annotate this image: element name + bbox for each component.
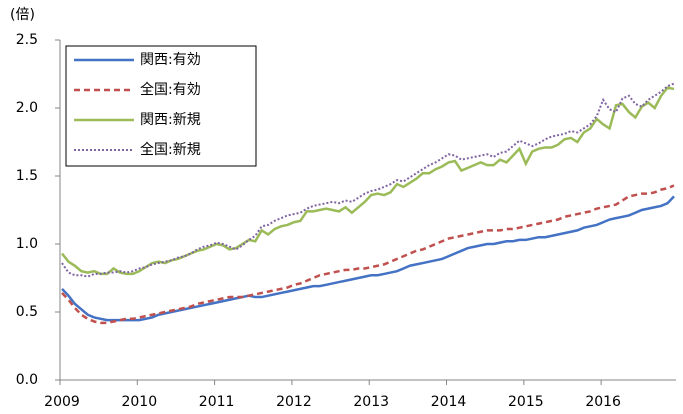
y-tick-label: 2.0 (16, 100, 38, 116)
legend-label: 全国:新規 (140, 141, 201, 158)
x-tick-label: 2012 (276, 394, 312, 410)
legend-label: 関西:新規 (140, 112, 201, 128)
y-tick-label: 0.5 (16, 304, 38, 320)
y-tick-label: 1.5 (16, 168, 38, 184)
x-tick-label: 2016 (585, 394, 621, 410)
x-tick-label: 2014 (431, 394, 467, 410)
series-line (61, 82, 675, 278)
legend-box (65, 45, 257, 167)
series-line (61, 184, 675, 325)
x-tick-label: 2009 (44, 394, 80, 410)
x-tick-label: 2013 (353, 394, 389, 410)
series-line (61, 86, 675, 276)
y-tick-label: 0.0 (16, 372, 38, 388)
legend-label: 関西:有効 (140, 52, 201, 68)
y-tick-label: 1.0 (16, 236, 38, 252)
y-tick-label: 2.5 (16, 32, 38, 48)
x-tick-label: 2011 (199, 394, 235, 410)
y-axis-label: (倍) (10, 7, 35, 23)
series-line (61, 195, 675, 322)
x-tick-label: 2015 (508, 394, 544, 410)
x-tick-label: 2010 (121, 394, 157, 410)
legend-label: 全国:有効 (140, 81, 201, 98)
